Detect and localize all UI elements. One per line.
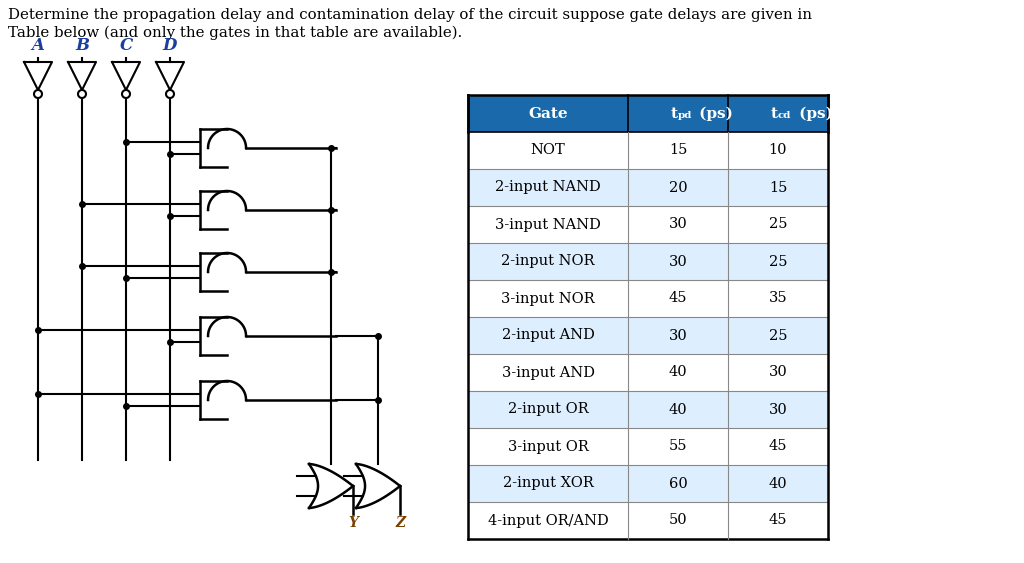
Bar — [468, 280, 828, 317]
Text: 30: 30 — [769, 365, 787, 379]
Text: 20: 20 — [669, 181, 687, 194]
Text: Table below (and only the gates in that table are available).: Table below (and only the gates in that … — [8, 26, 462, 41]
Text: 45: 45 — [669, 292, 687, 306]
Text: Determine the propagation delay and contamination delay of the circuit suppose g: Determine the propagation delay and cont… — [8, 8, 812, 22]
Text: Z: Z — [395, 516, 406, 530]
Bar — [468, 502, 828, 539]
Text: C: C — [120, 37, 133, 54]
Bar — [468, 95, 828, 132]
Text: Y: Y — [348, 516, 358, 530]
Circle shape — [122, 90, 130, 98]
Text: 60: 60 — [669, 476, 687, 490]
Text: 2-input NAND: 2-input NAND — [496, 181, 601, 194]
Text: 40: 40 — [669, 403, 687, 417]
Text: 45: 45 — [769, 513, 787, 528]
Text: D: D — [163, 37, 177, 54]
Text: 4-input OR/AND: 4-input OR/AND — [487, 513, 608, 528]
Text: 55: 55 — [669, 440, 687, 454]
Text: 30: 30 — [769, 403, 787, 417]
Bar — [468, 243, 828, 280]
Text: 10: 10 — [769, 144, 787, 158]
Text: 2-input OR: 2-input OR — [508, 403, 589, 417]
Text: 50: 50 — [669, 513, 687, 528]
Text: 25: 25 — [769, 328, 787, 342]
Bar — [468, 206, 828, 243]
Text: B: B — [75, 37, 89, 54]
Text: (ps): (ps) — [694, 106, 733, 120]
Text: 3-input AND: 3-input AND — [502, 365, 595, 379]
Text: (ps): (ps) — [794, 106, 833, 120]
Bar — [468, 391, 828, 428]
Text: 2-input NOR: 2-input NOR — [502, 254, 595, 269]
Bar — [468, 169, 828, 206]
Text: 25: 25 — [769, 217, 787, 231]
Bar — [468, 428, 828, 465]
Circle shape — [78, 90, 86, 98]
Text: 3-input NAND: 3-input NAND — [495, 217, 601, 231]
Text: Gate: Gate — [528, 106, 568, 120]
Circle shape — [34, 90, 42, 98]
Text: 15: 15 — [769, 181, 787, 194]
Text: pd: pd — [678, 111, 692, 120]
Text: t: t — [771, 106, 778, 120]
Text: 25: 25 — [769, 254, 787, 269]
Text: 30: 30 — [669, 217, 687, 231]
Text: cd: cd — [778, 111, 792, 120]
Text: 3-input NOR: 3-input NOR — [501, 292, 595, 306]
Text: 40: 40 — [669, 365, 687, 379]
Bar — [468, 354, 828, 391]
Text: 45: 45 — [769, 440, 787, 454]
Text: 35: 35 — [769, 292, 787, 306]
Text: t: t — [671, 106, 678, 120]
Text: 30: 30 — [669, 254, 687, 269]
Text: 40: 40 — [769, 476, 787, 490]
Circle shape — [166, 90, 174, 98]
Text: 2-input XOR: 2-input XOR — [503, 476, 593, 490]
Text: 15: 15 — [669, 144, 687, 158]
Text: NOT: NOT — [530, 144, 565, 158]
Text: 3-input OR: 3-input OR — [508, 440, 589, 454]
Text: 2-input AND: 2-input AND — [502, 328, 595, 342]
Bar — [468, 317, 828, 354]
Text: A: A — [32, 37, 44, 54]
Bar — [468, 132, 828, 169]
Bar — [468, 465, 828, 502]
Text: 30: 30 — [669, 328, 687, 342]
